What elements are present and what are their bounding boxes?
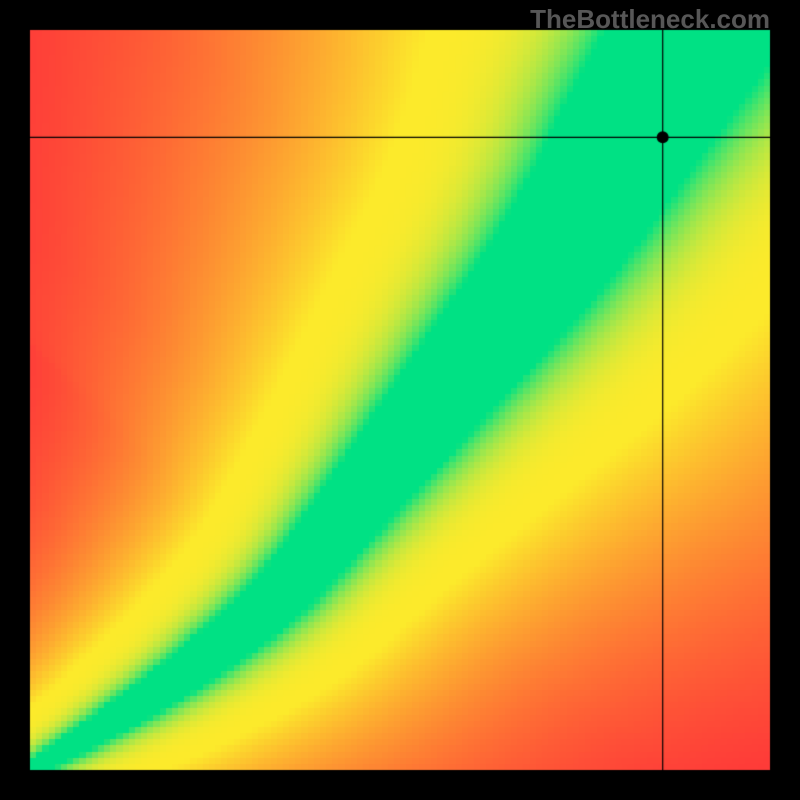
watermark-text: TheBottleneck.com (530, 4, 770, 35)
bottleneck-heatmap-canvas (0, 0, 800, 800)
chart-container: TheBottleneck.com (0, 0, 800, 800)
